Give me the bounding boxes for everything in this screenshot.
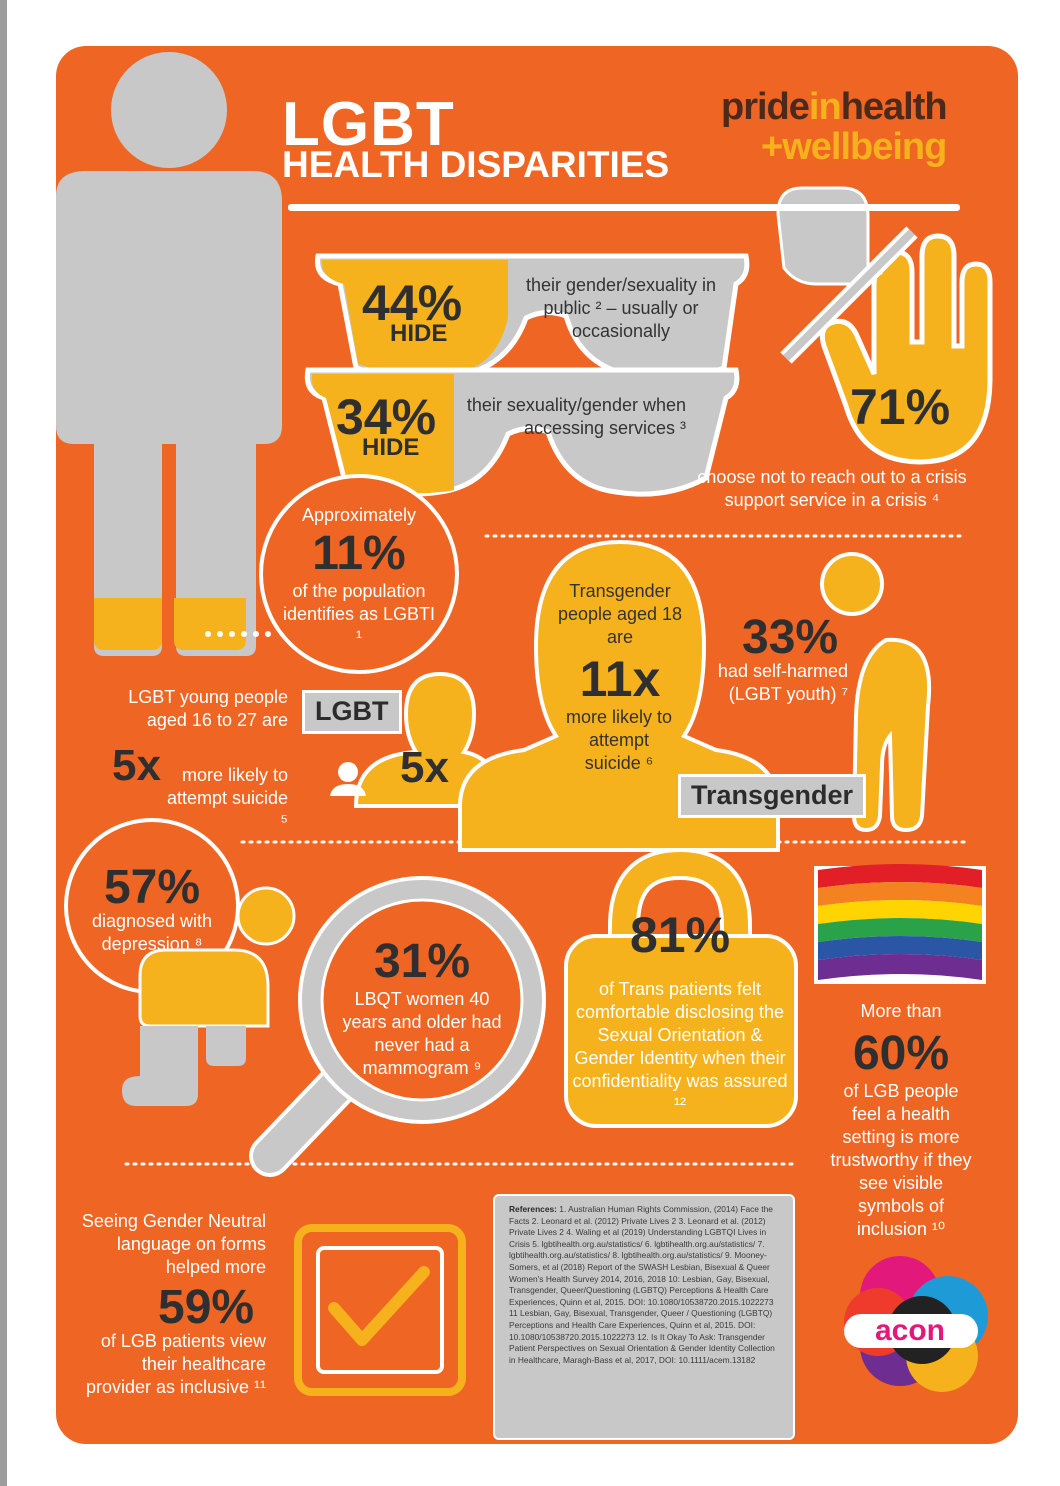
stat-trust-pre: More than	[860, 1001, 942, 1021]
pride-in-health-logo: prideinhealth	[721, 86, 948, 128]
page-edge	[0, 0, 7, 1486]
stat-inclusive-text: of LGB patients view their healthcare pr…	[85, 1331, 266, 1397]
stat-disclosure-value: 81%	[629, 907, 731, 963]
stat-mammogram-text: LBQT women 40 years and older had never …	[342, 989, 502, 1078]
stat-hide-services-label: HIDE	[362, 434, 420, 461]
stat-depression-value: 57%	[103, 861, 201, 914]
logo-text-health: health	[840, 86, 948, 128]
stat-trans-text: more likely to attempt suicide ⁶	[565, 707, 673, 773]
stat-youth-pre: LGBT young people aged 16 to 27 are	[128, 687, 288, 730]
logo-text-pride: pride	[721, 86, 810, 128]
references-paragraph: References: 1. Australian Human Rights C…	[509, 1204, 779, 1366]
stat-hide-services-text: their sexuality/gender when accessing se…	[466, 395, 686, 438]
checkbox-icon	[294, 1224, 466, 1396]
stat-trust-text: of LGB people feel a health setting is m…	[830, 1081, 972, 1239]
head-silhouette-icon-large	[458, 539, 780, 852]
stat-self-harm-text: had self-harmed (LGBT youth) ⁷	[717, 661, 848, 704]
kneeling-person-icon	[122, 886, 296, 1106]
stat-inclusive-pre: Seeing Gender Neutral language on forms …	[81, 1211, 266, 1277]
stat-youth-figure-value: 5x	[400, 743, 449, 792]
stat-trans-pre: Transgender people aged 18 are	[557, 581, 683, 647]
bent-person-icon	[820, 552, 931, 833]
logo-text-in: in	[808, 86, 842, 128]
stat-mammogram-value: 31%	[373, 935, 471, 988]
lgbt-tag: LGBT	[302, 690, 402, 734]
stat-self-harm-value: 33%	[742, 611, 839, 664]
stat-crisis-text: choose not to reach out to a crisis supp…	[697, 467, 967, 510]
stat-disclosure-text: of Trans patients felt comfortable discl…	[572, 979, 788, 1114]
stat-inclusive-value: 59%	[158, 1281, 255, 1334]
person-figure-icon	[56, 52, 282, 656]
references-text: 1. Australian Human Rights Commission, (…	[509, 1204, 775, 1365]
stat-youth-value: 5x	[112, 741, 161, 790]
transgender-tag: Transgender	[678, 774, 867, 818]
wellbeing-logo-text: +wellbeing	[761, 126, 947, 168]
stat-trust-value: 60%	[852, 1027, 950, 1080]
stat-population-text: of the population identifies as LGBTI ¹	[282, 581, 436, 647]
magnifier-icon	[249, 876, 546, 1177]
padlock-icon	[564, 847, 798, 1128]
illustration-layer	[56, 52, 993, 1396]
head-silhouette-icon	[353, 671, 498, 808]
stat-hide-services-value: 34%	[336, 389, 437, 445]
page-subtitle: HEALTH DISPARITIES	[282, 144, 670, 185]
stat-youth-text: more likely to attempt suicide ⁵	[166, 765, 288, 831]
rainbow-flag-icon	[814, 864, 986, 984]
stat-crisis-value: 71%	[850, 379, 951, 435]
stop-hand-icon	[776, 186, 993, 465]
infographic-card: LGBT HEALTH DISPARITIES prideinhealth +w…	[56, 46, 1018, 1444]
acon-logo-text: acon	[874, 1314, 946, 1347]
stat-hide-public-text: their gender/sexuality in public ² – usu…	[525, 275, 717, 341]
stat-depression-text: diagnosed with depression ⁸	[91, 911, 213, 954]
acon-logo-icon	[844, 1256, 988, 1392]
stat-population-value: 11%	[312, 527, 406, 580]
page-title: LGBT	[282, 90, 455, 159]
user-icon	[330, 762, 366, 796]
references-label: References:	[509, 1204, 557, 1214]
title-divider	[288, 204, 960, 211]
stat-population-pre: Approximately	[301, 505, 417, 525]
stat-hide-public-value: 44%	[362, 275, 463, 331]
stat-trans-value: 11x	[579, 651, 661, 707]
stat-hide-public-label: HIDE	[390, 320, 448, 347]
references-box: References: 1. Australian Human Rights C…	[493, 1194, 795, 1440]
